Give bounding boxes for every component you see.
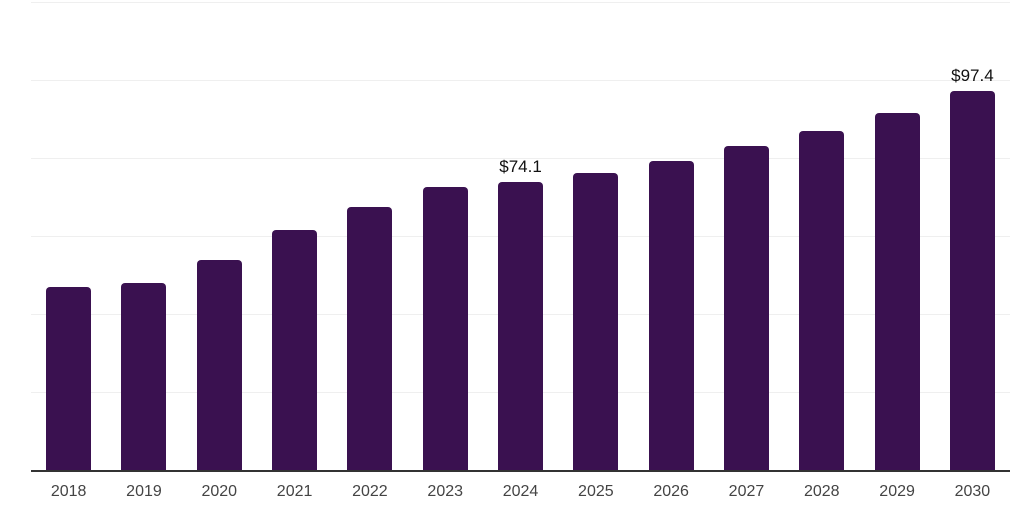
x-axis-label: 2030: [954, 483, 991, 500]
bar-slot: [784, 3, 859, 471]
bar-slot: $97.4: [935, 3, 1010, 471]
gridline: [31, 158, 1010, 159]
bar-slot: [859, 3, 934, 471]
bar: [799, 131, 845, 471]
x-axis-labels: 2018 2019 2020 2021 2022 2023 2024 2025 2026 2027…: [31, 482, 1010, 501]
bar-value-label: $74.1: [499, 157, 542, 177]
x-axis-label: 2020: [201, 483, 238, 500]
bar-slot: [408, 3, 483, 471]
bar: [723, 146, 769, 471]
gridline: [31, 80, 1010, 81]
bar: [422, 187, 468, 471]
bars-container: $74.1 $97.4: [31, 3, 1010, 471]
bar-slot: [182, 3, 257, 471]
x-axis-label: 2019: [126, 483, 162, 500]
x-axis-label: 2023: [427, 483, 464, 500]
x-axis-label: 2018: [50, 483, 87, 500]
bar-slot: [31, 3, 106, 471]
x-axis-label: 2025: [578, 483, 614, 500]
x-axis-label: 2021: [276, 483, 313, 500]
bar-slot: [709, 3, 784, 471]
x-axis-label: 2022: [352, 483, 388, 500]
x-axis-label: 2026: [653, 483, 689, 500]
x-axis-label: 2024: [502, 483, 539, 500]
bar: [196, 260, 242, 471]
bar: [949, 91, 995, 471]
x-axis-label: 2028: [803, 483, 840, 500]
bar: [874, 112, 920, 471]
bar: [272, 230, 318, 471]
bar: [648, 160, 694, 471]
bar: [46, 286, 92, 471]
x-axis-label: 2029: [879, 483, 915, 500]
bar-slot: [106, 3, 181, 471]
plot-area: $74.1 $97.4: [31, 2, 1010, 472]
bar-value-label: $97.4: [951, 66, 994, 86]
bar-slot: [257, 3, 332, 471]
bar-slot: [558, 3, 633, 471]
bar-slot: [332, 3, 407, 471]
bar: [498, 182, 544, 471]
gridline: [31, 2, 1010, 3]
bar-slot: $74.1: [483, 3, 558, 471]
x-axis-label: 2027: [728, 483, 765, 500]
bar: [347, 207, 393, 471]
bar: [573, 172, 619, 471]
bar: [121, 283, 167, 471]
x-axis-line: [31, 470, 1010, 472]
bar-slot: [634, 3, 709, 471]
